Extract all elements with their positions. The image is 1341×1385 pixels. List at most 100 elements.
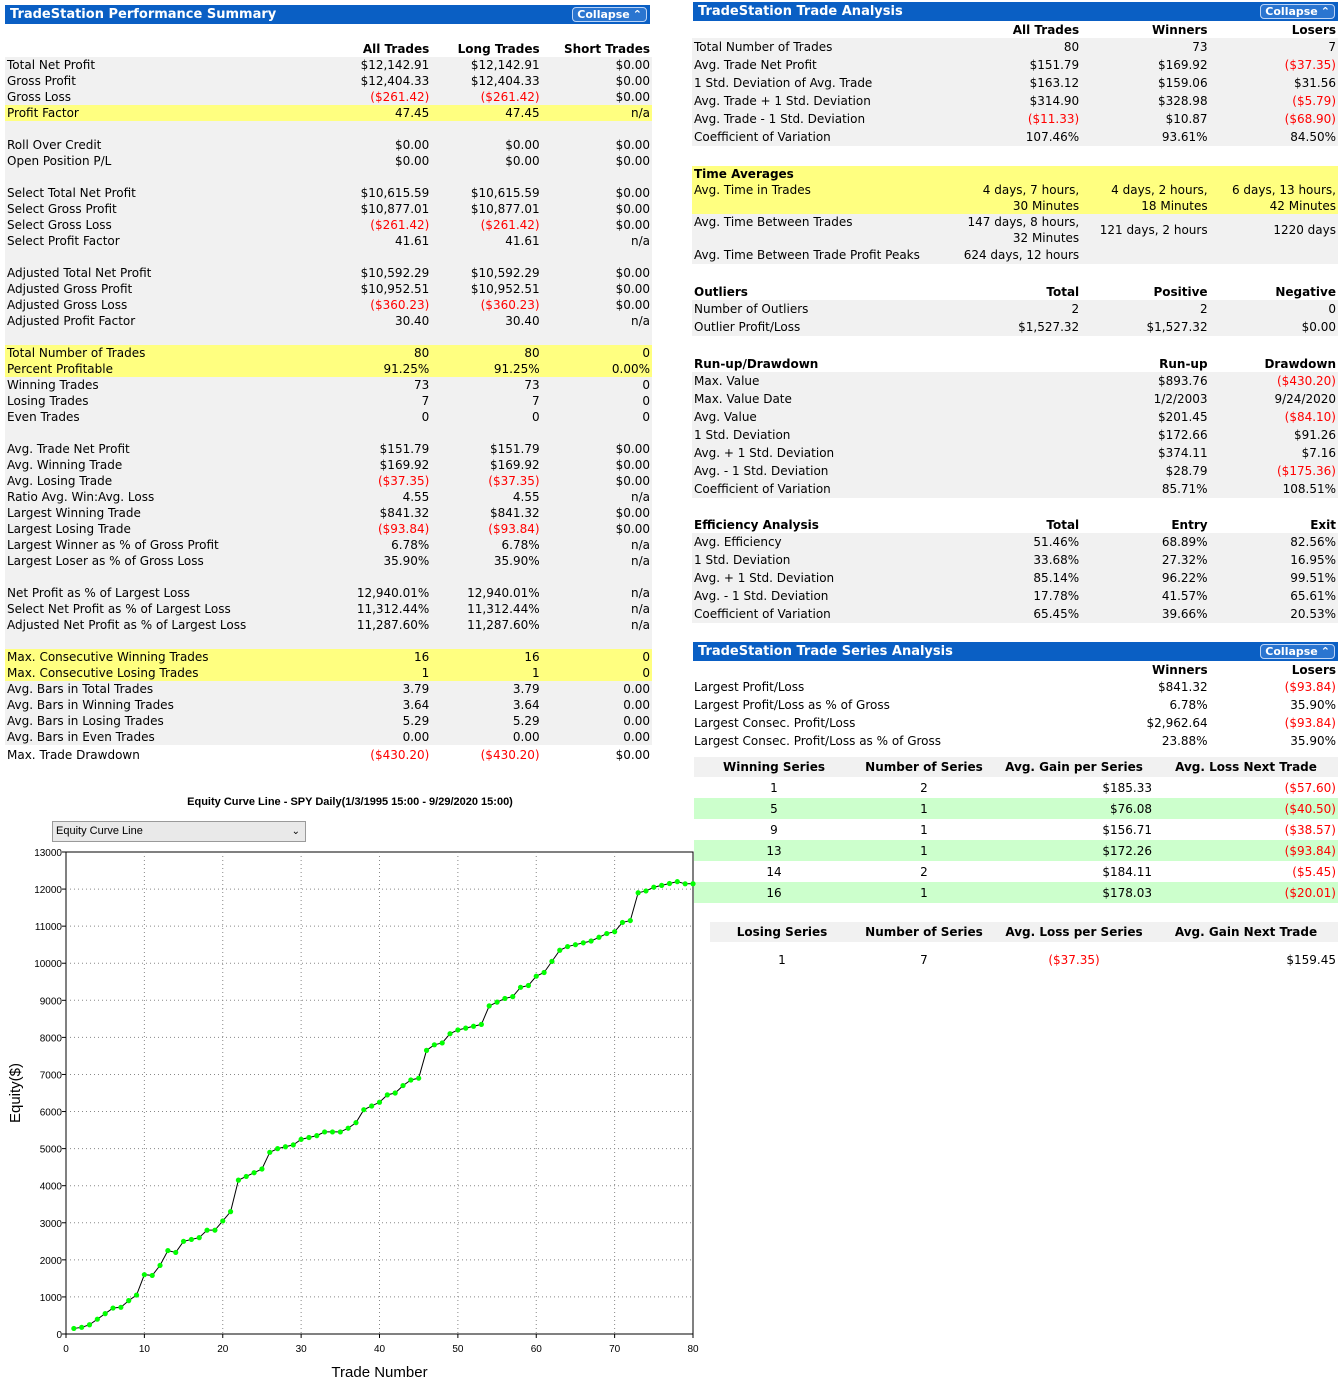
x-tick-label: 20 — [217, 1344, 229, 1355]
row-label: Largest Profit/Loss — [694, 680, 805, 694]
table-row: 1 Std. Deviation $172.66 $91.26 — [692, 426, 1338, 444]
row-value: 1220 days — [1209, 214, 1338, 246]
row-value: $893.76 — [1081, 372, 1210, 390]
perf-collapse-button[interactable]: Collapse ⌃ — [572, 7, 647, 22]
winning-series-table: Winning Series Number of Series Avg. Gain … — [694, 757, 1338, 903]
row-value: 13 — [694, 840, 854, 861]
spacer-row — [5, 569, 652, 585]
row-value: $0.00 — [541, 521, 652, 537]
row-label: Avg. Time in Trades — [692, 182, 948, 214]
row-value: 0.00 — [541, 729, 652, 745]
data-point — [180, 1238, 187, 1244]
table-row: Select Net Profit as % of Largest Loss 11… — [5, 601, 652, 617]
data-point — [423, 1047, 430, 1053]
row-value: $0.00 — [541, 217, 652, 233]
row-value: $159.45 — [1286, 953, 1336, 967]
spacer — [5, 169, 652, 185]
row-label: Largest Profit/Loss as % of Gross — [694, 698, 890, 712]
row-value: $0.00 — [541, 137, 652, 153]
row-value: $0.00 — [275, 153, 432, 169]
row-value: 0.00 — [541, 713, 652, 729]
y-tick-label: 8000 — [40, 1033, 63, 1044]
table-row: Open Position P/L $0.00 $0.00 $0.00 — [5, 153, 652, 169]
row-value: $10,615.59 — [431, 185, 542, 201]
row-label: Adjusted Gross Loss — [5, 297, 276, 313]
value-line: 147 days, 8 hours, — [967, 215, 1080, 229]
y-tick-label: 5000 — [40, 1145, 63, 1156]
row-value: ($360.23) — [275, 297, 432, 313]
row-label: Max. Consecutive Losing Trades — [5, 665, 276, 681]
data-point — [470, 1023, 477, 1029]
data-point — [306, 1134, 312, 1141]
table-row: Total Number of Trades 80 73 7 — [692, 38, 1338, 56]
row-value: 0.00% — [541, 361, 652, 377]
row-value: ($40.50) — [1154, 798, 1338, 819]
table-row: Max. Consecutive Losing Trades 1 1 0 — [5, 665, 652, 681]
row-value: $172.66 — [1081, 426, 1210, 444]
row-value: 16 — [694, 882, 854, 903]
column-header: Run-up/Drawdown — [694, 357, 819, 371]
row-value: n/a — [541, 233, 652, 249]
row-label: Ratio Avg. Win:Avg. Loss — [5, 489, 276, 505]
table-row: Gross Loss ($261.42) ($261.42) $0.00 — [5, 89, 652, 105]
series-collapse-button[interactable]: Collapse ⌃ — [1260, 644, 1335, 659]
y-tick-label: 2000 — [40, 1256, 63, 1267]
row-label: Largest Winner as % of Gross Profit — [5, 537, 276, 553]
row-label: Max. Trade Drawdown — [7, 748, 140, 762]
trade-collapse-button[interactable]: Collapse ⌃ — [1260, 4, 1335, 19]
table-row: Avg. Trade - 1 Std. Deviation ($11.33) $10… — [692, 110, 1338, 128]
row-value: 14 — [766, 864, 782, 879]
row-value: 3.64 — [275, 697, 432, 713]
spacer — [5, 425, 652, 441]
table-row: Percent Profitable 91.25% 91.25% 0.00% — [5, 361, 652, 377]
row-label: Largest Consec. Profit/Loss as % of Gros… — [694, 734, 942, 748]
row-value: ($5.79) — [1209, 92, 1338, 110]
row-value: 0 — [541, 665, 652, 681]
row-label: Coefficient of Variation — [692, 480, 948, 498]
column-header — [948, 356, 1081, 372]
table-row: Largest Profit/Loss as % of Gross 6.78% 35… — [692, 696, 1338, 714]
row-value: 85.14% — [947, 569, 1082, 587]
row-value: 9 — [770, 822, 778, 837]
collapse-label: Collapse — [1265, 645, 1318, 658]
efficiency-table: Efficiency Analysis Total Entry Exit Avg. Ef… — [692, 517, 1338, 623]
column-header: Losing Series — [710, 922, 854, 942]
chart-type-dropdown[interactable]: Equity Curve Line ⌄ — [52, 821, 306, 842]
row-label: Winning Trades — [5, 377, 276, 393]
table-row: Largest Consec. Profit/Loss $2,962.64 ($93… — [692, 714, 1338, 732]
row-value: 3.64 — [431, 697, 542, 713]
trade-analysis-table: All Trades Winners Losers Total Number of T… — [692, 22, 1338, 146]
row-value — [947, 444, 1082, 462]
row-value: ($93.84) — [1154, 840, 1338, 861]
row-value: n/a — [541, 553, 652, 569]
y-axis-label: Equity($) — [7, 1063, 24, 1123]
row-value: 1 — [778, 953, 786, 967]
table-row: Winning Trades 73 73 0 — [5, 377, 652, 393]
data-point — [376, 1099, 383, 1105]
losing-series-table: Losing Series Number of Series Avg. Loss p… — [710, 922, 1338, 970]
row-value: 84.50% — [1209, 128, 1338, 146]
column-header: Number of Series — [854, 922, 994, 942]
data-point — [94, 1316, 100, 1322]
row-label: Avg. Time Between Trades — [692, 214, 948, 246]
chevron-down-icon: ⌄ — [291, 826, 300, 837]
row-label: Avg. Time Between Trade Profit Peaks — [692, 246, 948, 264]
row-value: 35.90% — [431, 553, 542, 569]
value-line: 4 days, 7 hours, — [982, 183, 1080, 197]
time-title-row: Time Averages — [692, 166, 1338, 182]
row-value: 27.32% — [1081, 551, 1210, 569]
table-row: Avg. Efficiency 51.46% 68.89% 82.56% — [692, 533, 1338, 551]
data-point — [251, 1170, 257, 1176]
value-line: 30 Minutes — [1012, 199, 1080, 213]
row-value: $328.98 — [1081, 92, 1210, 110]
column-header: Winning Series — [694, 757, 854, 777]
data-point — [392, 1090, 398, 1096]
table-row: Select Gross Loss ($261.42) ($261.42) $0.00 — [5, 217, 652, 233]
table-row: Max. Value Date 1/2/2003 9/24/2020 — [692, 390, 1338, 408]
spacer — [5, 569, 652, 585]
row-value: $0.00 — [615, 748, 650, 762]
x-tick-label: 10 — [139, 1344, 151, 1355]
x-tick-label: 70 — [609, 1344, 621, 1355]
collapse-label: Collapse — [1265, 5, 1318, 18]
data-point — [314, 1133, 320, 1139]
